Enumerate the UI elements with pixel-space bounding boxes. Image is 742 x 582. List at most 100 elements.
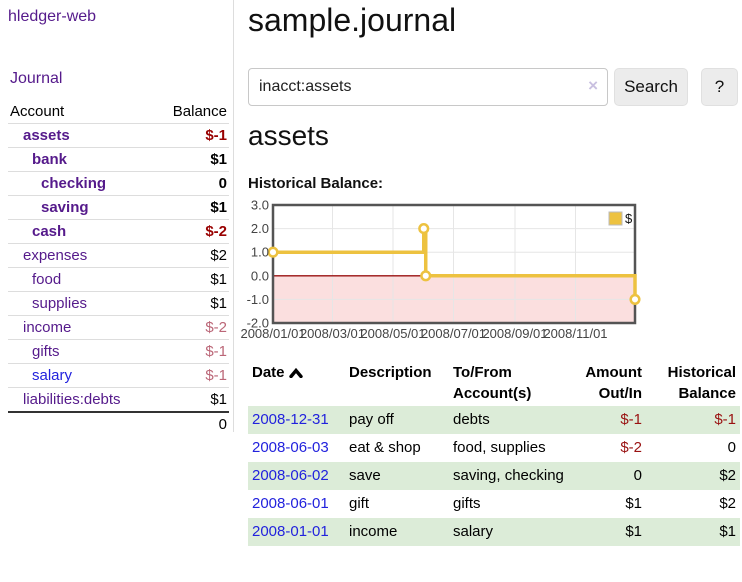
register-row: 2008-06-02 save saving, checking 0 $2 bbox=[248, 462, 740, 490]
register-date-link[interactable]: 2008-06-01 bbox=[252, 495, 329, 512]
register-date-link[interactable]: 2008-06-02 bbox=[252, 467, 329, 484]
brand-link[interactable]: hledger-web bbox=[8, 8, 97, 25]
register-amount: 0 bbox=[633, 467, 642, 484]
register-row: 2008-01-01 income salary $1 $1 bbox=[248, 518, 740, 546]
search-button[interactable]: Search bbox=[614, 68, 688, 106]
sidebar-account-link[interactable]: checking bbox=[41, 175, 107, 192]
search-input-wrap: × bbox=[248, 68, 608, 106]
register-accounts: food, supplies bbox=[453, 439, 546, 456]
sidebar-account-link[interactable]: food bbox=[32, 271, 62, 288]
data-point-marker bbox=[267, 246, 279, 258]
sidebar-account-link[interactable]: gifts bbox=[32, 343, 60, 360]
sidebar-account-link[interactable]: bank bbox=[32, 151, 68, 168]
register-row: 2008-12-31 pay off debts $-1 $-1 bbox=[248, 406, 740, 434]
account-row: gifts $-1 bbox=[8, 339, 229, 364]
register-description: income bbox=[349, 523, 398, 540]
help-button[interactable]: ? bbox=[701, 68, 738, 106]
register-balance: $1 bbox=[719, 523, 736, 540]
account-row: cash $-2 bbox=[8, 219, 229, 244]
account-balance: $1 bbox=[210, 151, 227, 168]
sidebar-account-link[interactable]: assets bbox=[23, 127, 70, 144]
register-col-balance: Historical Balance bbox=[667, 364, 736, 402]
register-accounts: gifts bbox=[453, 495, 481, 512]
register-date-link[interactable]: 2008-01-01 bbox=[252, 523, 329, 540]
account-row: checking 0 bbox=[8, 171, 229, 196]
account-row: salary $-1 bbox=[8, 363, 229, 388]
register-date-link[interactable]: 2008-06-03 bbox=[252, 439, 329, 456]
register-row: 2008-06-01 gift gifts $1 $2 bbox=[248, 490, 740, 518]
account-row: assets $-1 bbox=[8, 123, 229, 148]
main-content: sample.journal × Search ? assets Histori… bbox=[240, 0, 742, 582]
accounts-col-balance: Balance bbox=[172, 103, 227, 120]
plot-border bbox=[271, 203, 637, 325]
chart-title: Historical Balance: bbox=[248, 175, 384, 192]
account-balance: $1 bbox=[210, 391, 227, 408]
register-col-amount: Amount Out/In bbox=[585, 364, 642, 402]
register-description: pay off bbox=[349, 411, 394, 428]
y-tick-label: -1.0 bbox=[247, 292, 269, 307]
register-description: gift bbox=[349, 495, 370, 512]
sidebar-account-link[interactable]: expenses bbox=[23, 247, 88, 264]
clear-search-icon[interactable]: × bbox=[588, 76, 598, 95]
sidebar-account-link[interactable]: income bbox=[23, 319, 72, 336]
account-balance: $-1 bbox=[205, 343, 227, 360]
accounts-col-account: Account bbox=[10, 103, 65, 120]
register-amount: $1 bbox=[625, 495, 642, 512]
account-row: liabilities:debts $1 bbox=[8, 387, 229, 413]
register-row: 2008-06-03 eat & shop food, supplies $-2 0 bbox=[248, 434, 740, 462]
sidebar-account-link[interactable]: liabilities:debts bbox=[23, 391, 121, 408]
accounts-table: Account Balance assets $-1 bank $1 checking 0… bbox=[8, 100, 229, 436]
register-description: save bbox=[349, 467, 381, 484]
register-balance: $2 bbox=[719, 495, 736, 512]
register-accounts: salary bbox=[453, 523, 494, 540]
account-balance: $1 bbox=[210, 271, 227, 288]
register-amount: $-1 bbox=[620, 411, 642, 428]
register-balance: $2 bbox=[719, 467, 736, 484]
data-point-marker bbox=[629, 293, 641, 305]
sidebar-divider bbox=[233, 0, 234, 432]
account-row: income $-2 bbox=[8, 315, 229, 340]
historical-balance-chart: $3.0 2.0 1.0 0.0 -1.0 -2.0 2008/01/01 2008/03/0… bbox=[240, 198, 742, 346]
register-amount: $-2 bbox=[620, 439, 642, 456]
account-heading: assets bbox=[248, 120, 329, 151]
account-row: supplies $1 bbox=[8, 291, 229, 316]
x-tick-label: 2008/03/01 bbox=[300, 326, 365, 341]
sidebar-item-journal[interactable]: Journal bbox=[10, 70, 63, 87]
register-col-date[interactable]: Date bbox=[248, 360, 345, 406]
y-tick-label: 0.0 bbox=[251, 268, 269, 283]
sidebar-account-link[interactable]: saving bbox=[41, 199, 89, 216]
register-header-row: Date Description To/From Account(s) Amou… bbox=[248, 360, 740, 406]
sidebar-account-link[interactable]: supplies bbox=[32, 295, 88, 312]
x-tick-label: 2008/09/01 bbox=[482, 326, 547, 341]
register-balance: 0 bbox=[727, 439, 736, 456]
accounts-total: 0 bbox=[218, 416, 227, 433]
legend-label: $ bbox=[625, 211, 633, 226]
search-input[interactable] bbox=[248, 68, 608, 106]
accounts-table-header: Account Balance bbox=[8, 100, 229, 124]
y-tick-label: -2.0 bbox=[247, 316, 269, 331]
account-balance: $1 bbox=[210, 295, 227, 312]
chart-svg: $3.0 2.0 1.0 0.0 -1.0 -2.02008/01/012008/03/0… bbox=[240, 198, 641, 341]
register-balance: $-1 bbox=[714, 411, 736, 428]
y-tick-label: 1.0 bbox=[251, 245, 269, 260]
register-description: eat & shop bbox=[349, 439, 421, 456]
register-col-description: Description bbox=[349, 364, 432, 381]
register-accounts: debts bbox=[453, 411, 490, 428]
account-balance: $1 bbox=[210, 199, 227, 216]
x-tick-label: 2008/01/01 bbox=[240, 326, 305, 341]
sidebar-account-link[interactable]: salary bbox=[32, 367, 73, 384]
account-balance: $-2 bbox=[205, 319, 227, 336]
sidebar-account-link[interactable]: cash bbox=[32, 223, 67, 240]
x-tick-label: 2008/07/01 bbox=[421, 326, 486, 341]
register-date-link[interactable]: 2008-12-31 bbox=[252, 411, 329, 428]
y-tick-label: 2.0 bbox=[251, 221, 269, 236]
legend-swatch bbox=[608, 211, 623, 226]
data-point-marker bbox=[418, 223, 430, 235]
account-row: saving $1 bbox=[8, 195, 229, 220]
data-point-marker bbox=[420, 270, 432, 282]
accounts-total-row: 0 bbox=[8, 412, 229, 436]
page-title: sample.journal bbox=[248, 2, 457, 38]
sort-asc-icon bbox=[288, 363, 303, 384]
account-balance: $-1 bbox=[205, 367, 227, 384]
register-table: Date Description To/From Account(s) Amou… bbox=[248, 360, 740, 546]
